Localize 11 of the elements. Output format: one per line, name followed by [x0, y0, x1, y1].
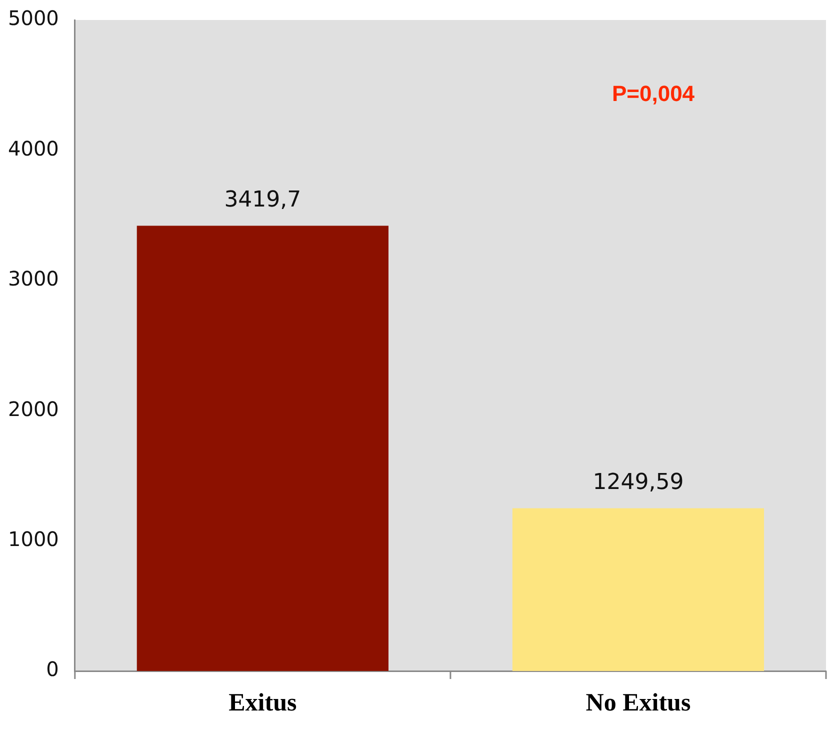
y-tick-label: 1000	[8, 527, 59, 552]
y-tick-label: 3000	[8, 266, 59, 291]
annotation: P=0,004	[612, 81, 696, 106]
y-tick-label: 4000	[8, 136, 59, 160]
data-label: 1249,59	[592, 470, 684, 496]
x-tick-label: No Exitus	[586, 689, 691, 716]
x-tick-label: Exitus	[228, 689, 297, 716]
y-tick-label: 0	[46, 657, 59, 682]
y-tick-label: 2000	[8, 396, 59, 421]
y-tick-label: 5000	[8, 6, 59, 30]
data-label: 3419,7	[224, 187, 302, 212]
